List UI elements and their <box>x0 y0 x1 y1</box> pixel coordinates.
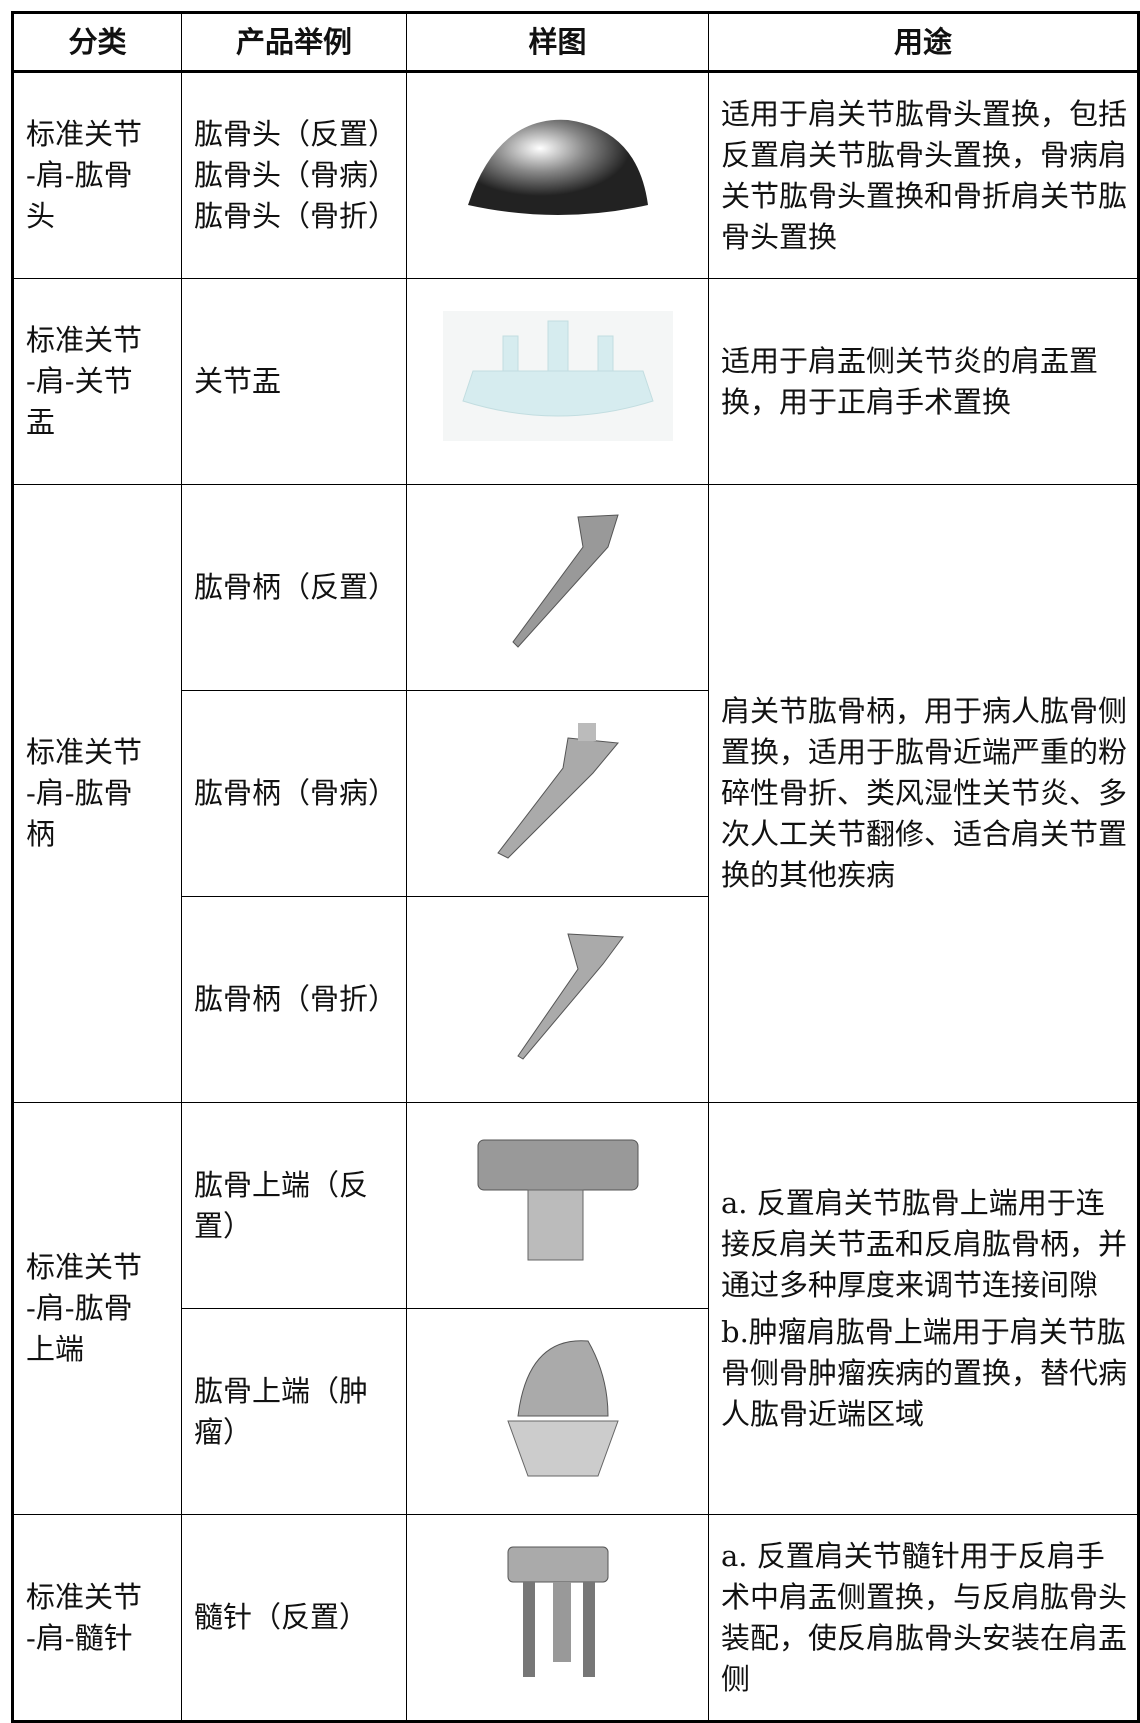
table-row: 肱骨柄（骨折） <box>13 896 1139 1103</box>
header-cell: 用途 <box>708 12 1139 73</box>
product-image <box>458 110 658 241</box>
product-line: 肱骨柄（骨折） <box>194 982 398 1016</box>
product-image <box>458 713 658 874</box>
product-line: 肱骨柄（反置） <box>194 570 398 604</box>
product-image <box>458 1130 658 1281</box>
usage-text: b.肿瘤肩肱骨上端用于肩关节肱骨侧骨肿瘤疾病的置换，替代病人肱骨近端区域 <box>721 1314 1128 1431</box>
table-row: 肱骨上端（肿 瘤） <box>13 1308 1139 1515</box>
image-cell <box>406 896 709 1103</box>
category-line: 标准关节 <box>26 323 143 357</box>
product-image <box>458 1326 658 1497</box>
category-cell: 标准关节 -肩-肱骨上端 <box>12 1102 182 1515</box>
category-line: -肩-肱骨 <box>26 776 133 810</box>
category-cell: 标准关节 -肩-肱骨柄 <box>12 484 182 1103</box>
product-cell: 髓针（反置） <box>181 1514 407 1722</box>
category-line: 柄 <box>26 817 56 851</box>
product-cell: 肱骨柄（骨病） <box>181 690 407 897</box>
product-line: 肱骨柄（骨病） <box>194 776 398 810</box>
category-line: 标准关节 <box>26 117 143 151</box>
product-image <box>458 507 658 668</box>
category-line: 标准关节 <box>26 735 143 769</box>
category-cell: 标准关节 -肩-关节盂 <box>12 278 182 485</box>
product-cell: 肱骨上端（肿 瘤） <box>181 1308 407 1515</box>
product-table: 分类 产品举例 样图 用途 标准关节 -肩-肱骨头肱骨头（反置） 肱骨头（骨病） 肱骨… <box>11 11 1140 1723</box>
category-line: -肩-髓针 <box>26 1620 133 1655</box>
table-row: 标准关节 -肩-髓针 髓针（反置） a. 反置肩关节髓针用于反肩手术中肩盂侧置换，与反… <box>12 1514 1139 1722</box>
product-image <box>458 1532 658 1703</box>
image-cell <box>406 484 709 691</box>
usage-cell: 适用于肩盂侧关节炎的肩盂置换，用于正肩手术置换 <box>708 278 1139 485</box>
table-row: 标准关节 -肩-肱骨柄 肱骨柄（反置） 肩关节肱骨柄，用于病人肱骨侧置换，适用于肱骨近… <box>12 484 1139 1103</box>
product-cell: 肱骨柄（反置） <box>181 484 407 691</box>
table-row: 标准关节 -肩-肱骨上端 肱骨上端（反 置） a. 反置肩关节肱骨上端用于连接反肩关节盂… <box>12 1102 1139 1515</box>
table-body: 标准关节 -肩-肱骨头肱骨头（反置） 肱骨头（骨病） 肱骨头（骨折） 适用于肩关节肱骨头… <box>12 71 1139 1722</box>
product-line: 肱骨上端（反 <box>194 1167 369 1202</box>
table-row: 标准关节 -肩-肱骨头 肱骨头（反置） 肱骨头（骨病） 肱骨头（骨折） 适用于肩关节肱骨头… <box>12 71 1139 279</box>
usage-cell: 适用于肩关节肱骨头置换，包括反置肩关节肱骨头置换，骨病肩关节肱骨头置换和骨折肩关… <box>708 71 1139 279</box>
usage-cell: a. 反置肩关节髓针用于反肩手术中肩盂侧置换，与反肩肱骨头装配，使反肩肱骨头安装… <box>708 1514 1139 1722</box>
product-image <box>442 311 673 452</box>
product-line: 肱骨头（反置） <box>194 117 398 151</box>
usage-cell: a. 反置肩关节肱骨上端用于连接反肩关节盂和反肩肱骨柄，并通过多种厚度来调节连接… <box>708 1102 1139 1515</box>
category-line: -肩-肱骨 <box>26 1291 133 1325</box>
category-line: 标准关节 <box>26 1579 143 1614</box>
product-image <box>458 919 658 1080</box>
image-cell <box>406 1102 709 1309</box>
image-cell <box>406 71 709 279</box>
product-line: 肱骨头（骨折） <box>194 199 398 233</box>
image-cell <box>406 1514 709 1722</box>
product-line: 置） <box>194 1208 253 1243</box>
product-cell: 肱骨柄（骨折） <box>181 896 407 1103</box>
image-cell <box>406 690 709 897</box>
usage-text: 肩关节肱骨柄，用于病人肱骨侧置换，适用于肱骨近端严重的粉碎性骨折、类风湿性关节炎… <box>721 694 1128 892</box>
usage-text: a. 反置肩关节髓针用于反肩手术中肩盂侧置换，与反肩肱骨头装配，使反肩肱骨头安装… <box>721 1538 1128 1696</box>
usage-text: a. 反置肩关节肱骨上端用于连接反肩关节盂和反肩肱骨柄，并通过多种厚度来调节连接… <box>721 1185 1128 1302</box>
category-line: -肩-关节 <box>26 364 133 398</box>
product-line: 髓针（反置） <box>194 1600 369 1634</box>
category-line: -肩-肱骨 <box>26 158 133 192</box>
category-cell: 标准关节 -肩-髓针 <box>12 1514 182 1722</box>
header-cell: 产品举例 <box>181 12 407 73</box>
product-cell: 肱骨上端（反 置） <box>181 1102 407 1309</box>
category-cell: 标准关节 -肩-肱骨头 <box>12 71 182 279</box>
product-line: 瘤） <box>194 1414 253 1449</box>
product-line: 肱骨头（骨病） <box>194 158 398 192</box>
category-line: 头 <box>26 199 56 233</box>
category-line: 标准关节 <box>26 1250 143 1284</box>
category-line: 盂 <box>26 405 56 439</box>
product-cell: 肱骨头（反置） 肱骨头（骨病） 肱骨头（骨折） <box>181 71 407 279</box>
header-cell: 分类 <box>12 12 182 73</box>
header-cell: 样图 <box>406 12 709 73</box>
product-line: 关节盂 <box>194 364 282 398</box>
usage-cell: 肩关节肱骨柄，用于病人肱骨侧置换，适用于肱骨近端严重的粉碎性骨折、类风湿性关节炎… <box>708 484 1139 1103</box>
image-cell <box>406 278 709 485</box>
product-cell: 关节盂 <box>181 278 407 485</box>
header-row: 分类 产品举例 样图 用途 <box>12 12 1139 73</box>
category-line: 上端 <box>26 1332 85 1366</box>
usage-text: 适用于肩盂侧关节炎的肩盂置换，用于正肩手术置换 <box>721 343 1099 419</box>
usage-text: 适用于肩关节肱骨头置换，包括反置肩关节肱骨头置换，骨病肩关节肱骨头置换和骨折肩关… <box>721 96 1128 254</box>
product-line: 肱骨上端（肿 <box>194 1373 369 1408</box>
table-row: 标准关节 -肩-关节盂 关节盂 适用于肩盂侧关节炎的肩盂置换，用于正肩手术置换 <box>12 278 1139 485</box>
image-cell <box>406 1308 709 1515</box>
